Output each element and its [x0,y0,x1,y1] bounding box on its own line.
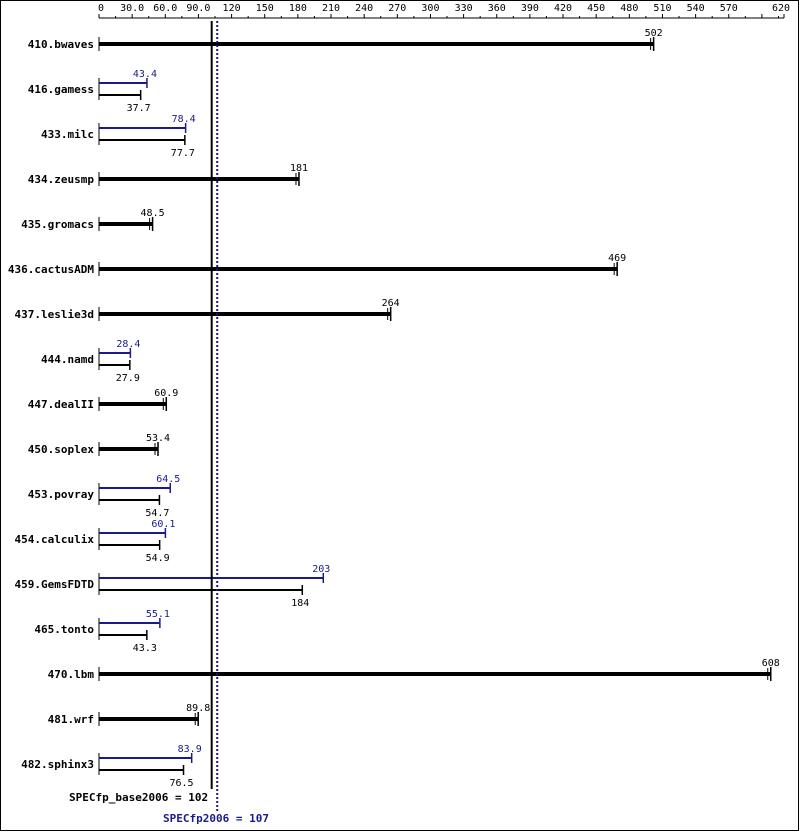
peak-value-label: 60.1 [151,519,175,530]
base-bar [99,672,771,676]
base-bar [99,312,391,316]
x-tick-label: 0 [98,3,104,14]
base-bar [99,447,158,451]
base-value-label: 184 [291,598,309,609]
benchmark-label: 436.cactusADM [8,263,94,276]
x-tick-label: 180 [289,3,307,14]
base-value-label: 469 [608,253,626,264]
peak-value-label: 28.4 [116,339,140,350]
x-tick-label: 240 [355,3,373,14]
x-tick-label: 540 [687,3,705,14]
benchmark-row: 447.dealII 60.9 [28,388,178,411]
benchmark-label: 410.bwaves [28,38,94,51]
base-value-label: 502 [645,28,663,39]
benchmark-row: 465.tonto 55.1 43.3 [34,609,170,654]
benchmark-label: 481.wrf [48,713,94,726]
x-tick-label: 60.0 [153,3,177,14]
benchmark-label: 459.GemsFDTD [15,578,95,591]
x-tick-label: 90.0 [186,3,210,14]
base-value-label: 43.3 [133,643,157,654]
x-tick-label: 570 [720,3,738,14]
base-score-label: SPECfp_base2006 = 102 [69,791,208,804]
benchmark-row: 444.namd 28.4 27.9 [41,339,140,384]
x-tick-label: 270 [388,3,406,14]
x-tick-label: 210 [322,3,340,14]
benchmark-row: 453.povray 64.5 54.7 [28,474,181,519]
x-tick-label: 420 [554,3,572,14]
peak-value-label: 43.4 [133,69,157,80]
benchmark-label: 482.sphinx3 [21,758,94,771]
benchmark-label: 450.soplex [28,443,95,456]
benchmark-row: 434.zeusmp 181 [28,163,308,186]
benchmark-row: 437.leslie3d 264 [15,298,400,321]
x-axis: 0 30.0 60.0 90.0 120 150 180 210 240 270 300 330 360… [98,3,790,19]
base-value-label: 53.4 [146,433,170,444]
base-value-label: 76.5 [169,778,193,789]
x-tick-label: 390 [521,3,539,14]
x-tick-label: 360 [488,3,506,14]
reference-lines: SPECfp_base2006 = 102 SPECfp2006 = 107 [69,21,269,825]
benchmark-label: 453.povray [28,488,95,501]
x-tick-label: 150 [256,3,274,14]
x-tick-label: 300 [421,3,439,14]
base-value-label: 181 [290,163,308,174]
benchmark-row: 435.gromacs 48.5 [21,208,165,231]
peak-value-label: 78.4 [172,114,196,125]
peak-value-label: 64.5 [156,474,180,485]
base-bar [99,717,199,721]
x-tick-label: 120 [223,3,241,14]
base-bar [99,42,654,46]
benchmark-row: 433.milc 78.4 77.7 [41,114,196,159]
base-value-label: 37.7 [127,103,151,114]
peak-value-label: 55.1 [146,609,170,620]
x-tick-label: 620 [772,3,790,14]
peak-value-label: 203 [312,564,330,575]
benchmark-label: 470.lbm [48,668,95,681]
base-bar [99,222,153,226]
benchmark-label: 437.leslie3d [15,308,94,321]
benchmark-row: 481.wrf 89.8 [48,703,210,726]
benchmark-label: 444.namd [41,353,94,366]
benchmark-row: 482.sphinx3 83.9 76.5 [21,744,202,789]
benchmark-label: 454.calculix [15,533,95,546]
benchmark-row: 436.cactusADM 469 [8,253,626,276]
benchmark-row: 470.lbm 608 [48,658,780,681]
base-value-label: 264 [382,298,400,309]
benchmark-label: 433.milc [41,128,94,141]
benchmark-row: 416.gamess 43.4 37.7 [28,69,157,114]
x-tick-label: 480 [620,3,638,14]
benchmark-row: 454.calculix 60.1 54.9 [15,519,176,564]
base-value-label: 54.7 [145,508,169,519]
base-value-label: 54.9 [146,553,170,564]
x-tick-label: 30.0 [120,3,144,14]
benchmark-row: 459.GemsFDTD 203 184 [15,564,331,609]
base-bar [99,267,618,271]
benchmark-label: 434.zeusmp [28,173,95,186]
benchmark-row: 450.soplex 53.4 [28,433,170,456]
peak-score-label: SPECfp2006 = 107 [163,812,269,825]
base-value-label: 77.7 [171,148,195,159]
x-tick-label: 510 [653,3,671,14]
base-bar [99,402,167,406]
base-value-label: 48.5 [141,208,165,219]
base-value-label: 27.9 [116,373,140,384]
benchmark-label: 465.tonto [34,623,94,636]
benchmark-label: 447.dealII [28,398,94,411]
benchmark-label: 435.gromacs [21,218,94,231]
x-tick-label: 330 [455,3,473,14]
benchmark-label: 416.gamess [28,83,94,96]
peak-value-label: 83.9 [178,744,202,755]
benchmark-row: 410.bwaves 502 [28,28,663,51]
base-value-label: 608 [762,658,780,669]
base-bar [99,177,299,181]
base-value-label: 89.8 [186,703,210,714]
base-value-label: 60.9 [154,388,178,399]
x-tick-label: 450 [587,3,605,14]
bars-group: 410.bwaves 502 416.gamess 43.4 37.7 433.milc 7… [8,28,780,789]
